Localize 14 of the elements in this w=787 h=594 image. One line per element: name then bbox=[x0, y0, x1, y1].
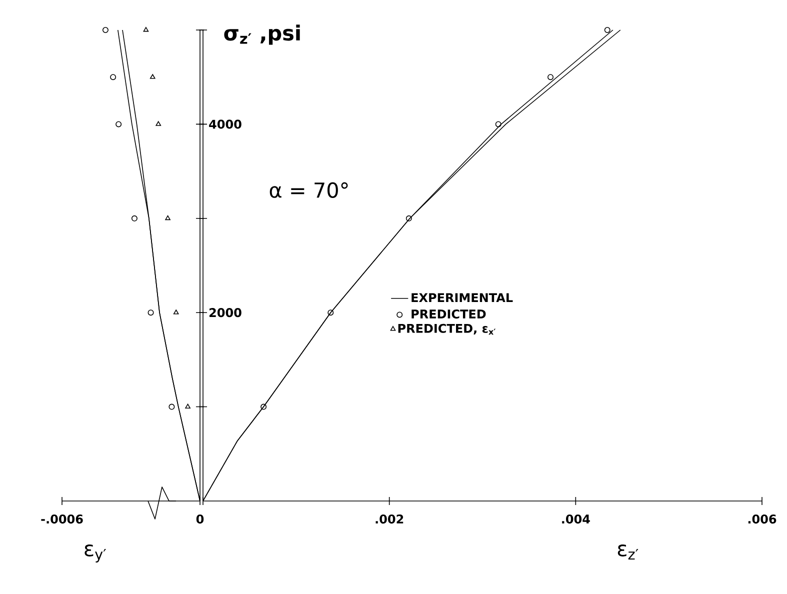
legend-label: PREDICTED bbox=[412, 309, 486, 319]
x-tick-label: .006 bbox=[748, 514, 776, 524]
legend-label: PREDICTED, ε$_{x′}$ bbox=[398, 324, 496, 335]
x-tick-label: .002 bbox=[376, 514, 404, 524]
x-tick-label: .004 bbox=[562, 514, 590, 524]
legend-label: EXPERIMENTAL bbox=[412, 293, 513, 302]
x-tick-label: -.0006 bbox=[41, 514, 83, 524]
x-axis-title: ε$_{y′}$ bbox=[84, 544, 106, 562]
annotation: α = 70° bbox=[270, 182, 348, 198]
x-axis-title: ε$_{z′}$ bbox=[618, 544, 638, 560]
x-tick-label: 0 bbox=[196, 514, 204, 524]
y-axis-title: σ$_{z′}$ ,psi bbox=[224, 24, 300, 45]
y-tick-label: 4000 bbox=[209, 120, 242, 129]
y-tick-label: 2000 bbox=[209, 308, 242, 318]
